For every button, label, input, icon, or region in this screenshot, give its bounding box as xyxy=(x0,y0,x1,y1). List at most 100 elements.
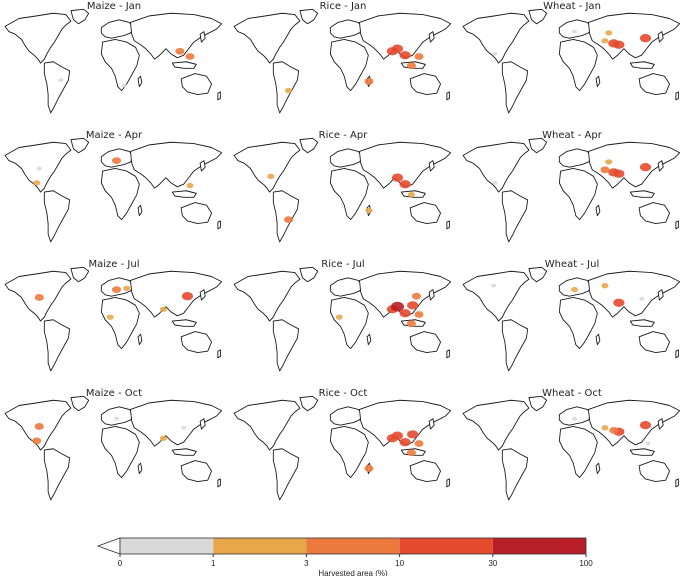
coastline xyxy=(43,190,71,243)
world-map xyxy=(4,395,223,501)
coastline xyxy=(130,399,223,447)
world-map xyxy=(462,395,681,501)
map-panel-maize-apr: Maize - Apr xyxy=(0,129,228,257)
map-panel-rice-apr: Rice - Apr xyxy=(229,129,457,257)
harvest-hotspot xyxy=(414,53,424,60)
harvest-hotspot xyxy=(111,157,122,165)
map-panel-wheat-jul: Wheat - Jul xyxy=(458,258,685,386)
coastline xyxy=(501,319,529,372)
coastline xyxy=(359,12,452,60)
coastline xyxy=(528,266,548,283)
coastline xyxy=(329,406,364,426)
map-panel-wheat-oct: Wheat - Oct xyxy=(458,387,685,515)
coastline xyxy=(329,168,369,221)
harvest-hotspot xyxy=(364,465,374,472)
harvest-hotspot xyxy=(34,294,44,301)
world-map xyxy=(233,266,452,372)
coastline xyxy=(199,418,206,430)
map-panel-rice-jan: Rice - Jan xyxy=(229,0,457,128)
coastline xyxy=(501,448,529,501)
coastline xyxy=(137,204,143,217)
coastline xyxy=(446,349,450,359)
coastline xyxy=(272,190,300,243)
coastline xyxy=(638,460,670,482)
coastline xyxy=(595,333,601,346)
harvest-hotspot xyxy=(123,285,131,291)
coastline xyxy=(171,61,197,69)
coastline xyxy=(329,39,369,92)
coastline xyxy=(100,39,140,92)
coastline xyxy=(558,168,598,221)
harvest-hotspot xyxy=(406,62,416,70)
coastline xyxy=(629,61,655,69)
harvest-hotspot xyxy=(605,159,613,165)
harvest-hotspot xyxy=(570,286,579,293)
coastline xyxy=(588,12,681,60)
coastline xyxy=(299,266,319,283)
coastline xyxy=(137,462,143,475)
world-map xyxy=(233,395,452,501)
harvest-hotspot xyxy=(645,441,651,446)
coastline xyxy=(428,31,435,43)
coastline xyxy=(199,289,206,301)
world-map xyxy=(4,8,223,114)
colorbar-segment xyxy=(306,538,400,554)
coastline xyxy=(272,448,300,501)
coastline xyxy=(528,137,548,154)
harvest-hotspot xyxy=(36,166,42,171)
harvest-hotspot xyxy=(601,425,609,431)
harvest-hotspot xyxy=(399,309,411,318)
coastline xyxy=(180,73,212,95)
harvest-hotspot xyxy=(407,192,415,198)
coastline xyxy=(171,319,197,327)
harvest-hotspot xyxy=(572,29,578,34)
coastline xyxy=(462,399,530,451)
coastline xyxy=(595,204,601,217)
coastline xyxy=(657,160,664,172)
coastline xyxy=(137,75,143,88)
coastline xyxy=(137,333,143,346)
harvest-hotspot xyxy=(601,282,609,289)
colorbar-segment xyxy=(213,538,307,554)
coastline xyxy=(359,270,452,318)
coastline xyxy=(675,91,679,101)
coastline xyxy=(180,460,212,482)
coastline xyxy=(366,333,372,346)
coastline xyxy=(446,91,450,101)
harvest-hotspot xyxy=(111,286,122,294)
harvest-hotspot xyxy=(608,39,620,48)
map-panel-maize-jan: Maize - Jan xyxy=(0,0,228,128)
coastline xyxy=(100,19,135,39)
coastline xyxy=(130,141,223,189)
harvest-hotspot xyxy=(159,435,167,441)
coastline xyxy=(409,73,441,95)
harvest-hotspot xyxy=(609,426,619,434)
coastline xyxy=(299,137,319,154)
world-map xyxy=(4,137,223,243)
map-panel-maize-jul: Maize - Jul xyxy=(0,258,228,386)
coastline xyxy=(233,12,301,64)
coastline xyxy=(528,395,548,412)
harvest-hotspot xyxy=(267,173,275,180)
harvest-hotspot xyxy=(407,430,419,439)
coastline xyxy=(217,220,221,230)
world-map xyxy=(233,137,452,243)
coastline xyxy=(199,31,206,43)
coastline xyxy=(638,202,670,224)
coastline xyxy=(462,141,530,193)
map-panel-wheat-jan: Wheat - Jan xyxy=(458,0,685,128)
harvest-hotspot xyxy=(32,437,42,445)
coastline xyxy=(588,399,681,447)
world-map xyxy=(4,266,223,372)
coastline xyxy=(171,190,197,198)
harvest-hotspot xyxy=(406,449,416,457)
harvest-hotspot xyxy=(181,292,194,301)
coastline xyxy=(217,478,221,488)
map-panel-wheat-apr: Wheat - Apr xyxy=(458,129,685,257)
coastline xyxy=(501,190,529,243)
harvest-hotspot xyxy=(492,180,498,185)
coastline xyxy=(180,331,212,353)
coastline xyxy=(130,12,223,60)
coastline xyxy=(4,12,72,64)
harvest-hotspot xyxy=(639,296,645,301)
